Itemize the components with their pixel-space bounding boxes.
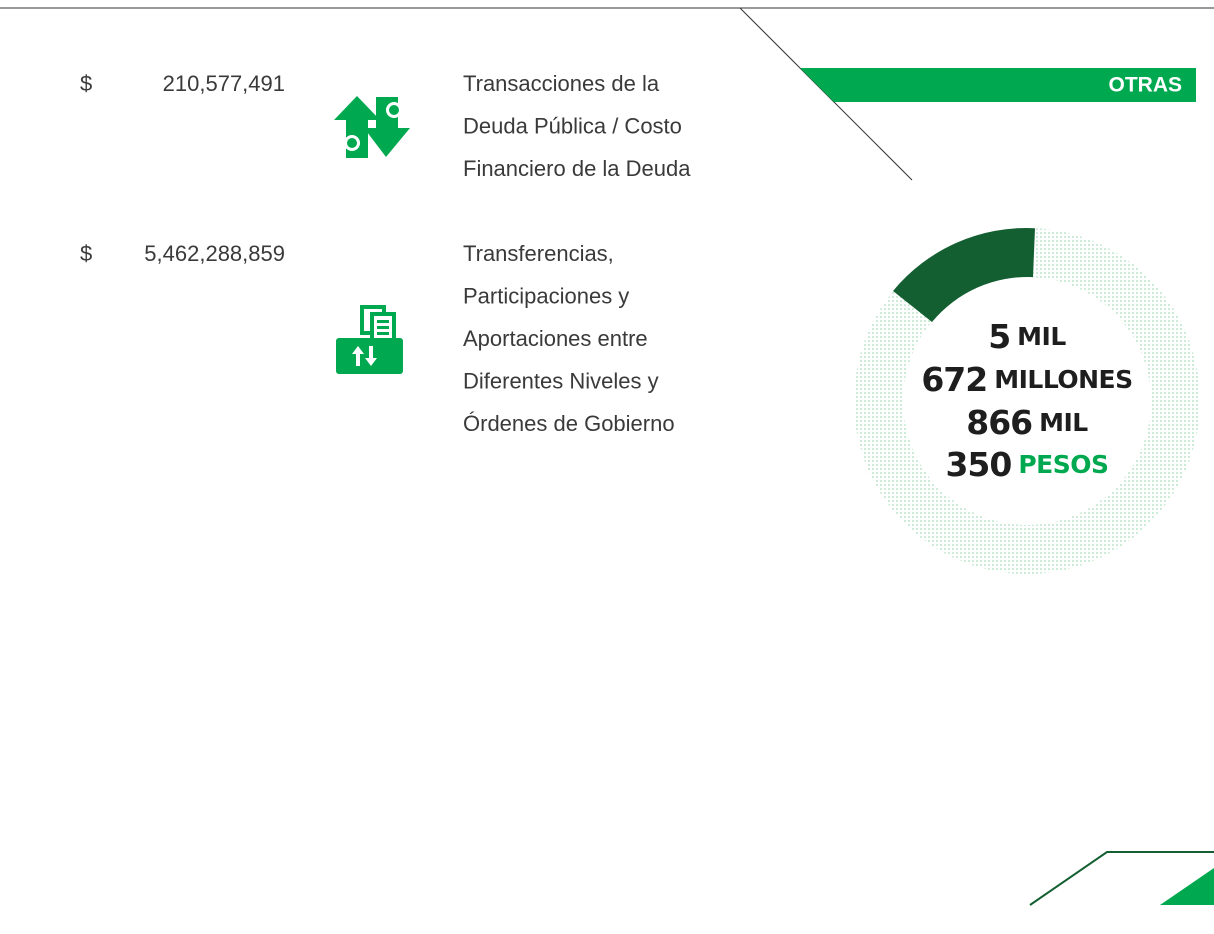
debt-icon (334, 96, 410, 158)
corner-outline (1029, 851, 1214, 906)
total-number: 5 (988, 317, 1010, 356)
amount: 210,577,491 (163, 71, 285, 96)
description-line: Deuda Pública / Costo (463, 113, 682, 138)
total-line: 350 PESOS (945, 445, 1108, 484)
description-line: Transacciones de la (463, 71, 660, 96)
donut-segment (893, 227, 1035, 322)
total-unit: PESOS (1018, 450, 1108, 479)
corner-triangle (1160, 868, 1214, 905)
total-number: 350 (945, 445, 1011, 484)
total-unit: MILLONES (994, 365, 1132, 394)
description-line: Diferentes Niveles y (463, 368, 659, 393)
description-line: Aportaciones entre (463, 326, 648, 351)
donut (853, 227, 1200, 574)
total-number: 866 (966, 403, 1032, 442)
total-unit: MIL (1039, 408, 1088, 437)
banner (800, 68, 1196, 102)
total-line: 5 MIL (988, 317, 1066, 356)
total-line: 672 MILLONES (921, 360, 1132, 399)
currency: $ (80, 241, 92, 266)
banner-label: OTRAS (1109, 74, 1183, 97)
total-line: 866 MIL (966, 403, 1088, 442)
description-line: Financiero de la Deuda (463, 156, 691, 181)
description-line: Órdenes de Gobierno (463, 411, 675, 436)
description-line: Transferencias, (463, 241, 614, 266)
total-unit: MIL (1017, 322, 1066, 351)
description-line: Participaciones y (463, 283, 629, 308)
amount: 5,462,288,859 (144, 241, 285, 266)
currency: $ (80, 71, 92, 96)
total-number: 672 (921, 360, 987, 399)
transfer-icon (336, 305, 403, 374)
